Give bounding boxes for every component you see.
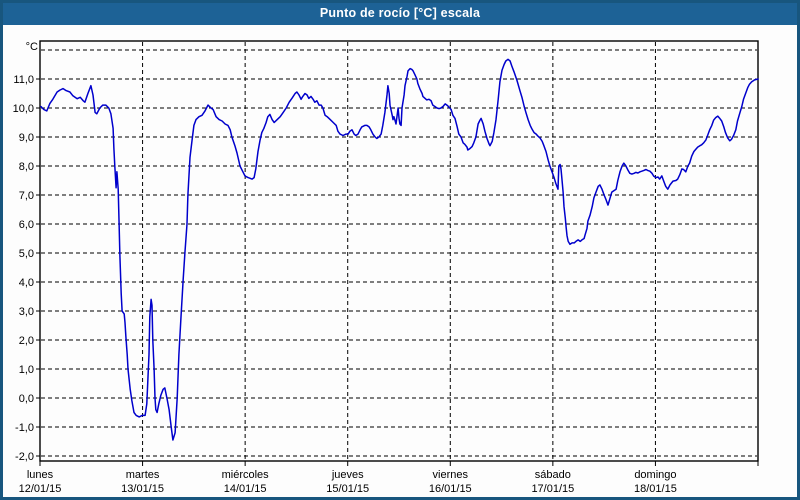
y-tick-label: 0,0: [19, 393, 34, 405]
y-tick-label: -1,0: [15, 422, 34, 434]
y-tick-label: 3,0: [19, 306, 34, 318]
y-tick-label: 8,0: [19, 161, 34, 173]
day-date-label: 14/01/15: [224, 483, 267, 495]
day-name-label: viernes: [433, 469, 469, 481]
y-tick-label: 4,0: [19, 277, 34, 289]
y-axis-unit-label: °C: [26, 41, 38, 53]
y-tick-label: 7,0: [19, 190, 34, 202]
y-tick-label: 5,0: [19, 248, 34, 260]
y-tick-label: 6,0: [19, 219, 34, 231]
day-date-label: 17/01/15: [531, 483, 574, 495]
y-tick-label: 2,0: [19, 335, 34, 347]
day-name-label: sábado: [535, 469, 571, 481]
day-name-label: miércoles: [222, 469, 270, 481]
y-tick-label: 9,0: [19, 132, 34, 144]
day-date-label: 12/01/15: [19, 483, 62, 495]
y-tick-label: 1,0: [19, 364, 34, 376]
day-date-label: 16/01/15: [429, 483, 472, 495]
day-name-label: domingo: [634, 469, 676, 481]
y-tick-label: 10,0: [13, 103, 34, 115]
day-date-label: 15/01/15: [326, 483, 369, 495]
day-name-label: jueves: [331, 469, 364, 481]
chart-title: Punto de rocío [°C] escala: [319, 5, 481, 20]
day-name-label: lunes: [27, 469, 54, 481]
title-bar: Punto de rocío [°C] escala: [0, 0, 800, 25]
plot-border: [39, 40, 759, 462]
dewpoint-series-line: [40, 58, 759, 441]
y-tick-label: 11,0: [13, 74, 34, 86]
y-tick-label: -2,0: [15, 451, 34, 463]
day-date-label: 18/01/15: [634, 483, 677, 495]
day-date-label: 13/01/15: [121, 483, 164, 495]
day-name-label: martes: [126, 469, 160, 481]
